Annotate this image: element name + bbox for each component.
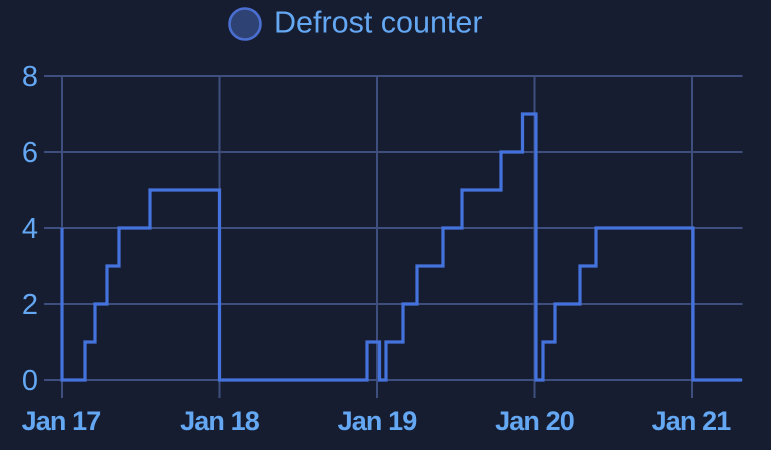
svg-text:6: 6 [22, 137, 38, 169]
svg-text:Jan 21: Jan 21 [652, 406, 732, 436]
svg-text:Jan 18: Jan 18 [180, 406, 260, 436]
svg-text:2: 2 [22, 289, 38, 321]
svg-text:Jan 19: Jan 19 [338, 406, 418, 436]
svg-text:8: 8 [22, 61, 38, 93]
svg-text:Defrost counter: Defrost counter [274, 6, 483, 40]
svg-text:0: 0 [22, 365, 38, 397]
svg-text:4: 4 [22, 213, 38, 245]
svg-text:Jan 20: Jan 20 [495, 406, 574, 436]
svg-text:Jan 17: Jan 17 [22, 406, 101, 436]
